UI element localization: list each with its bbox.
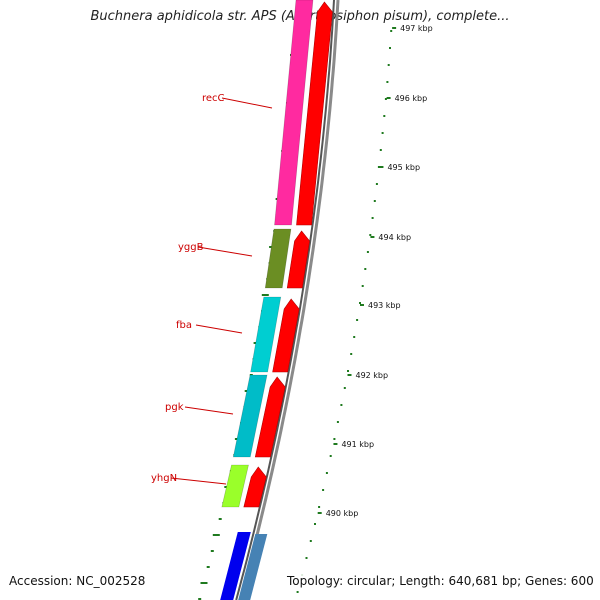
backbone-ring <box>235 0 340 600</box>
ring-dot <box>361 285 364 287</box>
gene-label-recC: recC <box>202 93 225 104</box>
gene-block-yhgN <box>221 464 249 508</box>
ring-dot <box>340 404 343 406</box>
leader-line-yhgN <box>170 477 227 485</box>
leader-line-recC <box>221 97 273 109</box>
ring-dot <box>296 591 299 593</box>
ring-dot <box>379 149 382 151</box>
ring-dot <box>373 200 376 202</box>
tick-label: 496 kbp <box>395 94 428 103</box>
ring-dot <box>384 98 387 100</box>
ring-dash <box>218 518 222 520</box>
ring-dot <box>364 268 367 270</box>
cds-arrow-yggB <box>286 230 310 289</box>
ring-dot <box>389 47 391 49</box>
ring-dot <box>333 438 336 440</box>
gene-labels: recC yggB fba pgk yhgN <box>151 93 273 485</box>
ring-dot <box>353 336 356 338</box>
cds-arrow-pgk <box>254 376 286 458</box>
backbone-line-outer <box>238 0 340 600</box>
gene-block-recC <box>274 0 314 226</box>
ring-dot <box>356 319 359 321</box>
leader-line-yggB <box>197 246 253 257</box>
ring-dot <box>369 234 372 236</box>
gene-features <box>220 0 333 600</box>
tick-label: 497 kbp <box>400 24 433 33</box>
ring-dot <box>343 387 346 389</box>
tick-label: 492 kbp <box>355 371 388 380</box>
ring-dash <box>212 534 220 536</box>
ring-dash <box>200 582 208 584</box>
cds-arrow-yhgN <box>243 466 267 508</box>
leader-line-pgk <box>184 406 234 415</box>
ring-dot <box>325 472 328 474</box>
ring-dot <box>390 30 393 32</box>
gene-block-fba <box>250 296 282 373</box>
ring-dot <box>371 217 374 219</box>
gene-label-yggB: yggB <box>178 242 204 253</box>
gene-label-fba: fba <box>176 320 192 331</box>
ring-dot <box>383 115 386 117</box>
ring-dot <box>375 183 378 185</box>
tick-label: 495 kbp <box>387 163 420 172</box>
scale-ticks: 497 kbp 496 kbp 495 kbp 494 kbp 493 kbp 492 k… <box>317 24 433 518</box>
ring-dot <box>381 132 384 134</box>
ring-dot <box>336 421 339 423</box>
ring-dot <box>377 166 380 168</box>
ring-dot <box>309 540 312 542</box>
gene-label-yhgN: yhgN <box>151 473 177 484</box>
cds-arrow-fba <box>272 298 300 373</box>
gene-block-blue-2 <box>238 534 268 600</box>
ring-dot <box>314 523 316 525</box>
backbone-line-inner <box>235 0 335 600</box>
leader-line-fba <box>195 324 243 334</box>
ring-dot <box>305 557 308 559</box>
ring-dot <box>350 353 353 355</box>
gene-label-pgk: pgk <box>165 402 184 413</box>
ring-dash <box>206 566 210 568</box>
tick-label: 494 kbp <box>378 233 411 242</box>
ring-dot <box>386 81 389 83</box>
ring-dot <box>366 251 369 253</box>
ring-dot <box>347 370 349 372</box>
ring-dot <box>329 455 332 457</box>
tick-label: 493 kbp <box>368 301 401 310</box>
ring-dash <box>198 598 202 600</box>
ring-dash <box>210 550 214 552</box>
ring-dash <box>261 294 269 296</box>
accession-text: Accession: NC_002528 <box>9 574 146 588</box>
ring-dot <box>387 64 390 66</box>
cds-arrow-recC <box>296 1 333 226</box>
ring-dot <box>318 506 321 508</box>
topology-summary: Topology: circular; Length: 640,681 bp; … <box>285 574 596 588</box>
tick-label: 490 kbp <box>326 509 359 518</box>
ring-dot <box>322 489 325 491</box>
tick-label: 491 kbp <box>341 440 374 449</box>
gene-block-yggB <box>264 228 292 289</box>
gene-block-blue-1 <box>220 532 251 600</box>
ring-dot <box>359 302 361 304</box>
gene-block-pgk <box>232 374 268 458</box>
